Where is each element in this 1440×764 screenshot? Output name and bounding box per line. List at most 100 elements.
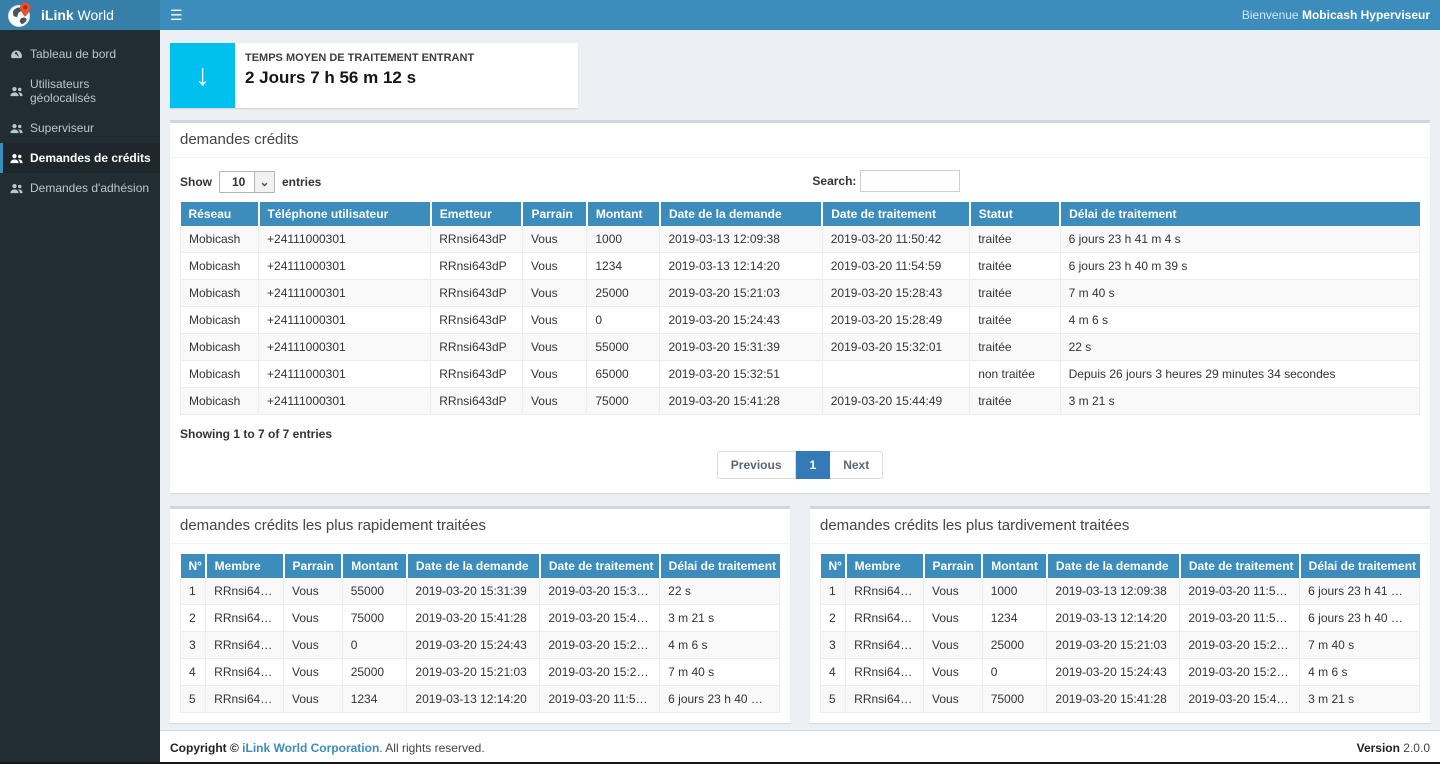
table-cell: 3 m 21 s <box>1300 686 1420 713</box>
table-row: 4RRnsi643dPVous02019-03-20 15:24:432019-… <box>821 659 1420 686</box>
copyright-text: Copyright © iLink World Corporation. All… <box>170 741 485 755</box>
bottom-panels-row: demandes crédits les plus rapidement tra… <box>170 506 1430 723</box>
table-row: 5RRnsi643dPVous750002019-03-20 15:41:282… <box>821 686 1420 713</box>
table-row: 4RRnsi643dPVous250002019-03-20 15:21:032… <box>181 659 780 686</box>
next-page-button[interactable]: Next <box>830 451 883 479</box>
globe-pin-icon <box>7 2 33 28</box>
search-input[interactable] <box>860 170 960 192</box>
table-cell: 2019-03-20 15:32:01 <box>540 578 660 605</box>
table-info: Showing 1 to 7 of 7 entries <box>180 427 1420 441</box>
sidebar-item-demandes-adhesion[interactable]: Demandes d'adhésion <box>0 173 160 203</box>
top-navbar: ☰ Bienvenue Mobicash Hyperviseur <box>160 0 1440 30</box>
table-cell: 4 m 6 s <box>1060 307 1419 334</box>
column-header[interactable]: Téléphone utilisateur <box>259 202 431 226</box>
table-cell: 0 <box>587 307 660 334</box>
table-cell: RRnsi643dP <box>206 632 284 659</box>
header-row: N°MembreParrainMontantDate de la demande… <box>821 554 1420 578</box>
table-cell: +24111000301 <box>259 334 431 361</box>
table-cell: 2019-03-13 12:09:38 <box>1047 578 1180 605</box>
page-1-button[interactable]: 1 <box>796 451 831 479</box>
table-cell: RRnsi643dP <box>431 388 523 415</box>
table-cell: 75000 <box>982 686 1047 713</box>
table-cell: traitée <box>970 307 1060 334</box>
company-link[interactable]: iLink World Corporation <box>242 741 379 755</box>
table-cell: traitée <box>970 226 1060 253</box>
table-cell: Vous <box>924 686 983 713</box>
table-cell: Vous <box>522 307 586 334</box>
table-cell: 2019-03-20 15:41:28 <box>1047 686 1180 713</box>
table-cell: RRnsi643dP <box>431 226 523 253</box>
table-cell: 2019-03-20 11:54:59 <box>1180 605 1300 632</box>
table-cell: 2019-03-20 15:24:43 <box>1047 659 1180 686</box>
table-cell: Vous <box>522 361 586 388</box>
table-cell: 2019-03-20 11:50:42 <box>822 226 969 253</box>
table-cell: RRnsi643dP <box>431 253 523 280</box>
table-cell: Mobicash <box>181 307 259 334</box>
pagination: Previous 1 Next <box>180 451 1420 479</box>
table-cell: 6 jours 23 h 40 m 39 s <box>1060 253 1419 280</box>
table-cell: 6 jours 23 h 41 m 4 s <box>1300 578 1420 605</box>
table-cell: 2019-03-20 15:24:43 <box>660 307 822 334</box>
table-cell: 6 jours 23 h 40 m 39 s <box>660 686 780 713</box>
table-cell: 25000 <box>587 280 660 307</box>
previous-page-button[interactable]: Previous <box>717 451 796 479</box>
table-cell: Vous <box>284 686 343 713</box>
column-header: Montant <box>982 554 1047 578</box>
table-cell: 22 s <box>660 578 780 605</box>
users-icon <box>10 123 23 134</box>
column-header: Délai de traitement <box>660 554 780 578</box>
table-row: 3RRnsi643dPVous02019-03-20 15:24:432019-… <box>181 632 780 659</box>
page-length-select[interactable]: 10 <box>219 171 275 193</box>
table-cell: 2019-03-13 12:14:20 <box>1047 605 1180 632</box>
brand-logo[interactable]: iLink World <box>0 0 160 30</box>
table-row: Mobicash+24111000301RRnsi643dPVous250002… <box>181 280 1420 307</box>
table-cell: RRnsi643dP <box>431 361 523 388</box>
column-header[interactable]: Montant <box>587 202 660 226</box>
table-cell: 75000 <box>587 388 660 415</box>
table-cell: 55000 <box>587 334 660 361</box>
table-cell: 2019-03-20 15:32:01 <box>822 334 969 361</box>
table-cell: 25000 <box>982 632 1047 659</box>
table-cell: RRnsi643dP <box>846 605 924 632</box>
table-cell: 22 s <box>1060 334 1419 361</box>
sidebar-item-label: Demandes de crédits <box>30 151 151 165</box>
table-cell: Vous <box>522 334 586 361</box>
table-cell: Mobicash <box>181 388 259 415</box>
table-row: Mobicash+24111000301RRnsi643dPVous550002… <box>181 334 1420 361</box>
table-cell: 4 m 6 s <box>660 632 780 659</box>
column-header[interactable]: Délai de traitement <box>1060 202 1419 226</box>
column-header[interactable]: Réseau <box>181 202 259 226</box>
table-cell: 2019-03-13 12:09:38 <box>660 226 822 253</box>
search-label: Search: <box>812 174 856 188</box>
fastest-table-head: N°MembreParrainMontantDate de la demande… <box>181 554 780 578</box>
table-cell: 6 jours 23 h 40 m 39 s <box>1300 605 1420 632</box>
fastest-panel: demandes crédits les plus rapidement tra… <box>170 506 790 723</box>
column-header[interactable]: Statut <box>970 202 1060 226</box>
sidebar-item-demandes-de-credits[interactable]: Demandes de crédits <box>0 143 160 173</box>
credits-table-head: RéseauTéléphone utilisateurEmetteurParra… <box>181 202 1420 226</box>
sidebar-item-utilisateurs-geolocalises[interactable]: Utilisateurs géolocalisés <box>0 69 160 113</box>
table-cell: 55000 <box>342 578 407 605</box>
table-cell: +24111000301 <box>259 226 431 253</box>
table-cell: +24111000301 <box>259 253 431 280</box>
sidebar-item-label: Tableau de bord <box>30 47 116 61</box>
column-header[interactable]: Parrain <box>522 202 586 226</box>
column-header: Membre <box>206 554 284 578</box>
table-cell: non traitée <box>970 361 1060 388</box>
column-header[interactable]: Emetteur <box>431 202 523 226</box>
column-header[interactable]: Date de la demande <box>660 202 822 226</box>
sidebar-item-tableau-de-bord[interactable]: Tableau de bord <box>0 39 160 69</box>
table-cell: 75000 <box>342 605 407 632</box>
table-cell: 2019-03-13 12:14:20 <box>407 686 540 713</box>
table-cell: RRnsi643dP <box>206 659 284 686</box>
table-cell: 2019-03-20 15:32:51 <box>660 361 822 388</box>
table-cell: 3 m 21 s <box>660 605 780 632</box>
table-cell: Vous <box>284 632 343 659</box>
table-cell: 1234 <box>342 686 407 713</box>
column-header[interactable]: Date de traitement <box>822 202 969 226</box>
hamburger-icon[interactable]: ☰ <box>170 8 183 22</box>
table-cell: 7 m 40 s <box>1300 632 1420 659</box>
table-cell: 2019-03-20 11:54:59 <box>540 686 660 713</box>
table-cell: traitée <box>970 388 1060 415</box>
sidebar-item-superviseur[interactable]: Superviseur <box>0 113 160 143</box>
